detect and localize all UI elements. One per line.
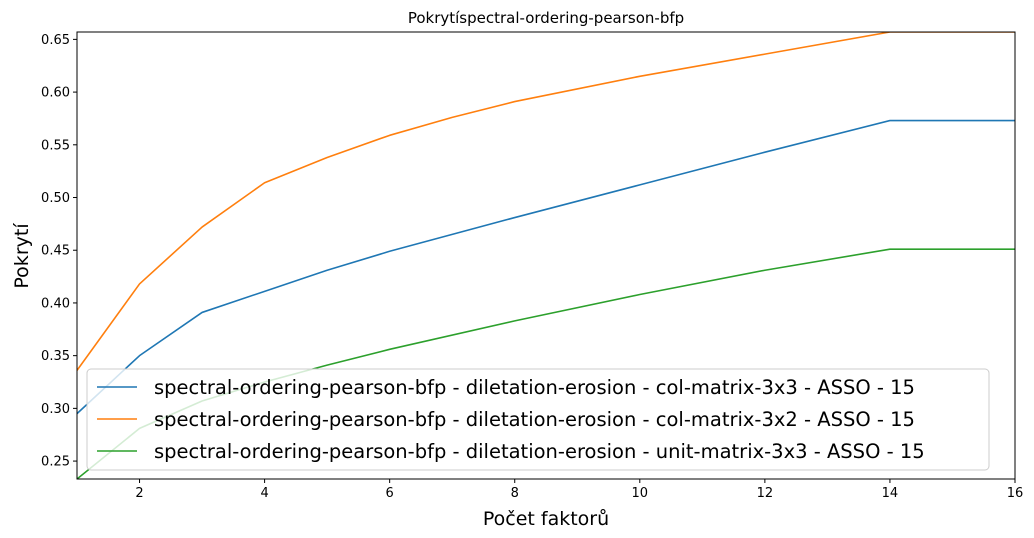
series-line-1 [77,119,1015,415]
series-line-2 [77,32,1015,371]
y-tick-label: 0.50 [41,191,70,206]
x-tick-label: 2 [135,486,143,501]
x-tick-label: 12 [757,486,774,501]
x-tick-label: 10 [632,486,649,501]
y-tick-label: 0.30 [41,402,70,417]
chart-title: Pokrytíspectral-ordering-pearson-bfp [408,9,684,27]
legend: spectral-ordering-pearson-bfp - diletati… [86,368,990,471]
y-tick-label: 0.45 [41,244,70,259]
y-tick-label: 0.40 [41,296,70,311]
x-tick-label: 4 [260,486,268,501]
legend-label-2: spectral-ordering-pearson-bfp - diletati… [154,408,915,431]
x-tick-label: 16 [1007,486,1024,501]
y-axis-label: Pokrytí [11,223,33,289]
x-axis-label: Počet faktorů [483,508,609,530]
legend-box [86,368,990,471]
y-tick-label: 0.25 [41,455,70,470]
y-tick-label: 0.60 [41,86,70,101]
x-tick-label: 6 [386,486,394,501]
legend-label-1: spectral-ordering-pearson-bfp - diletati… [154,376,915,399]
x-tick-label: 14 [882,486,899,501]
x-tick-label: 8 [511,486,519,501]
y-axis: 0.25 0.30 0.35 0.40 0.45 0.50 0.55 0.60 0.65 [41,33,77,470]
y-tick-label: 0.35 [41,349,70,364]
x-axis: 2 4 6 8 10 12 14 16 [135,479,1023,501]
y-tick-label: 0.65 [41,33,70,48]
legend-label-3: spectral-ordering-pearson-bfp - diletati… [154,440,925,463]
y-tick-label: 0.55 [41,138,70,153]
plot-frame [76,31,1016,480]
